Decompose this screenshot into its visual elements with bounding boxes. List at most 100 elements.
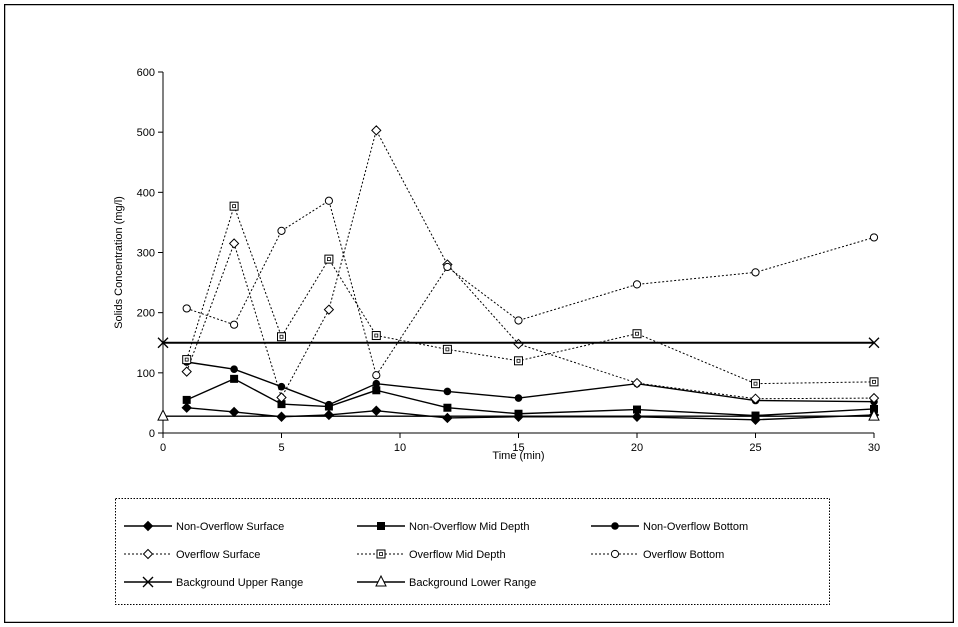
legend-item-overflow-surface: Overflow Surface	[124, 548, 260, 561]
series-non-overflow-mid-depth-point	[443, 403, 452, 412]
y-tick-label: 200	[137, 308, 155, 320]
series-non-overflow-mid-depth-point	[514, 409, 523, 418]
legend-label: Overflow Bottom	[643, 549, 724, 561]
y-tick-label: 600	[137, 67, 155, 79]
series-background-lower-range-point	[868, 409, 880, 421]
series-overflow-surface-point	[371, 125, 382, 136]
legend-label: Overflow Mid Depth	[409, 549, 506, 561]
y-tick-label: 400	[137, 187, 155, 199]
series-background-lower-range	[157, 409, 880, 421]
series-overflow-mid-depth-point	[869, 377, 879, 387]
series-non-overflow-bottom-point	[372, 379, 381, 388]
plot-area: 0 100 200 300 400 500 600 0 5 10 15 20 25 30 Time (min…	[113, 67, 880, 462]
series-overflow-bottom-point	[514, 316, 523, 325]
legend-item-non-overflow-bottom: Non-Overflow Bottom	[591, 521, 748, 533]
legend-label: Background Upper Range	[176, 577, 303, 589]
series-overflow-surface-point	[750, 393, 761, 404]
series-overflow-surface-point	[276, 392, 287, 403]
series-overflow-mid-depth-point	[182, 355, 192, 365]
series-overflow-surface-point	[323, 304, 335, 315]
series-overflow-bottom-point	[277, 226, 286, 235]
series-overflow-bottom-point	[230, 320, 239, 329]
series-overflow-mid-depth-point	[632, 329, 642, 339]
series-overflow-bottom-point	[632, 280, 642, 289]
series-non-overflow-bottom-point	[230, 365, 238, 374]
y-tick-label: 0	[149, 428, 155, 440]
series-background-upper-range	[157, 337, 880, 349]
series-non-overflow-mid-depth-point	[372, 386, 381, 395]
y-axis-title: Solids Concentration (mg/l)	[113, 196, 125, 329]
series-overflow-mid-depth-point	[514, 356, 523, 366]
series-non-overflow-surface-point	[181, 402, 192, 413]
y-tick-label: 500	[137, 127, 155, 139]
legend-swatch-marker	[376, 549, 386, 559]
x-tick-label: 30	[868, 442, 880, 454]
series-background-lower-range-point	[157, 409, 169, 421]
chart: 0 100 200 300 400 500 600 0 5 10 15 20 25 30 Time (min…	[4, 4, 954, 623]
x-tick-label: 25	[749, 442, 761, 454]
legend-box	[115, 498, 830, 605]
series-overflow-mid-depth-point	[324, 254, 334, 264]
series-non-overflow-mid-depth-point	[277, 400, 286, 409]
legend-label: Non-Overflow Surface	[176, 521, 284, 533]
x-tick-label: 20	[631, 442, 643, 454]
series-non-overflow-surface-line	[186, 407, 875, 421]
series-overflow-surface-point	[181, 366, 192, 377]
legend-swatch-marker	[610, 549, 620, 559]
x-axis-title: Time (min)	[492, 450, 544, 462]
series-overflow-surface-point	[228, 238, 240, 249]
series-overflow-bottom-point	[372, 371, 381, 380]
legend-swatch-marker	[142, 520, 154, 532]
series-overflow-surface	[181, 125, 880, 404]
series-overflow-bottom	[182, 196, 879, 380]
legend: Non-Overflow Surface Non-Overflow Mid Dep…	[124, 520, 748, 589]
y-tick-label: 300	[137, 248, 155, 260]
series-overflow-mid-depth-point	[371, 331, 381, 341]
series-non-overflow-bottom-point	[514, 394, 523, 402]
series-non-overflow-mid-depth-point	[182, 395, 191, 404]
legend-swatch-marker	[377, 522, 385, 530]
series-non-overflow-bottom-point	[277, 382, 286, 391]
x-tick-label: 0	[160, 442, 166, 454]
series-non-overflow-bottom-line	[186, 361, 875, 406]
series-overflow-bottom-point	[182, 304, 191, 313]
series-non-overflow-bottom-point	[325, 400, 333, 409]
series-overflow-surface-point	[868, 392, 880, 404]
series-overflow-mid-depth-point	[442, 344, 452, 354]
legend-item-non-overflow-mid-depth: Non-Overflow Mid Depth	[357, 521, 529, 533]
series-non-overflow-mid-depth-point	[870, 404, 878, 413]
series-overflow-mid-depth-point	[229, 201, 239, 211]
legend-label: Non-Overflow Bottom	[643, 521, 748, 533]
legend-label: Overflow Surface	[176, 549, 260, 561]
series-overflow-bottom-point	[869, 233, 879, 242]
x-tick-label: 5	[278, 442, 284, 454]
legend-label: Background Lower Range	[409, 577, 536, 589]
series-overflow-mid-depth-point	[751, 379, 760, 389]
series-non-overflow-mid-depth-line	[186, 378, 875, 417]
series-overflow-bottom-line	[186, 199, 875, 377]
x-tick-label: 15	[512, 442, 524, 454]
chart-frame: 0 100 200 300 400 500 600 0 5 10 15 20 25 30 Time (min…	[4, 4, 954, 623]
legend-item-overflow-bottom: Overflow Bottom	[591, 549, 724, 561]
legend-label: Non-Overflow Mid Depth	[409, 521, 529, 533]
series-non-overflow-surface-point	[323, 409, 335, 421]
legend-item-background-lower-range: Background Lower Range	[357, 574, 536, 589]
series-non-overflow-mid-depth-point	[633, 405, 641, 414]
x-tick-label: 10	[394, 442, 406, 454]
series-overflow-bottom-point	[443, 262, 452, 272]
legend-swatch-marker	[611, 522, 619, 530]
legend-item-background-upper-range: Background Upper Range	[124, 576, 303, 589]
legend-item-overflow-mid-depth: Overflow Mid Depth	[357, 549, 506, 561]
series-background-upper-range-point	[868, 337, 880, 349]
legend-swatch-marker	[375, 574, 387, 587]
legend-item-non-overflow-surface: Non-Overflow Surface	[124, 520, 284, 533]
series-non-overflow-mid-depth-point	[230, 374, 239, 383]
series-overflow-bottom-point	[324, 196, 333, 205]
series-non-overflow-surface-point	[371, 405, 382, 416]
series-background-upper-range-point	[157, 337, 169, 349]
series-overflow-surface-line	[186, 128, 875, 400]
legend-swatch-marker	[142, 548, 154, 560]
legend-swatch-marker	[142, 576, 154, 588]
series-overflow-surface-point	[631, 377, 643, 389]
series-overflow-bottom-point	[751, 268, 760, 277]
